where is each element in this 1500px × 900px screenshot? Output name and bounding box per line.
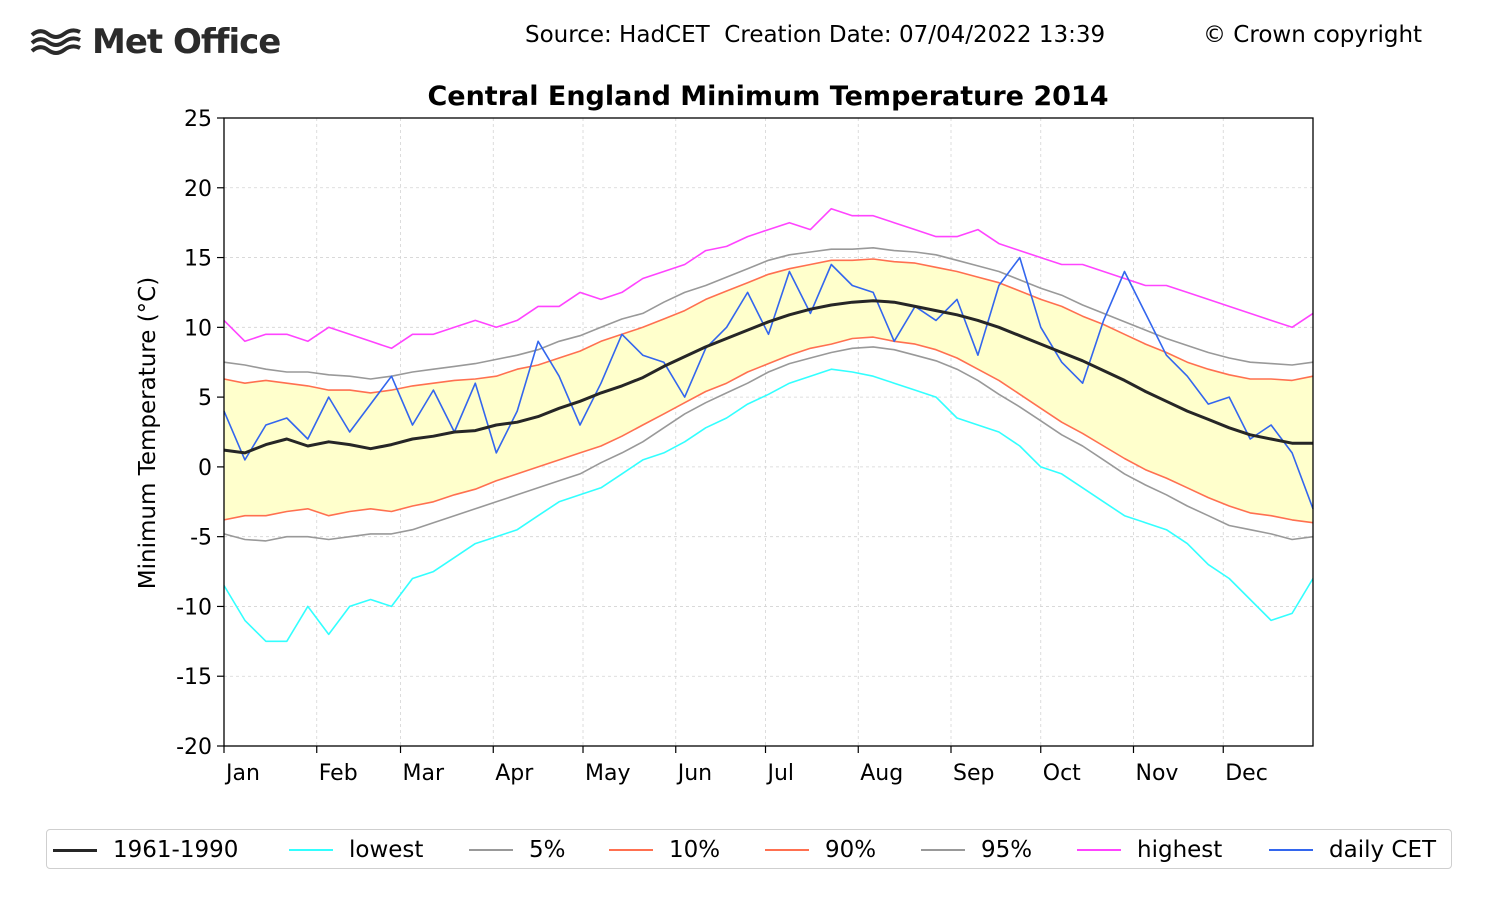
legend-swatch: [53, 848, 97, 852]
legend-item: 95%: [921, 830, 1032, 870]
x-tick-label: Aug: [860, 761, 903, 786]
y-tick-label: 10: [184, 316, 212, 341]
series-line-daily-cet: [223, 256, 1314, 510]
legend-label: 5%: [529, 837, 566, 863]
series-line-95-: [223, 247, 1314, 380]
chart-legend: 1961-1990 lowest 5% 10% 90% 95% highest daily C…: [46, 829, 1452, 869]
legend-swatch: [1269, 849, 1313, 851]
series-line-90-: [223, 258, 1314, 394]
series-line-5-: [223, 346, 1314, 542]
legend-swatch: [921, 849, 965, 851]
y-tick-label: 25: [184, 107, 212, 132]
y-tick-label: 20: [184, 177, 212, 202]
chart-axes: 25 20 15 10 5 0 -5 -10 -15 -20 Jan Feb Mar Apr May Jun J…: [176, 107, 1268, 786]
met-office-wave-icon: [30, 28, 81, 55]
x-tick-label: Dec: [1225, 761, 1268, 786]
legend-item: daily CET: [1269, 830, 1436, 870]
legend-item: 1961-1990: [53, 830, 238, 870]
brand-name: Met Office: [92, 22, 281, 62]
x-tick-label: Feb: [319, 761, 358, 786]
legend-swatch: [609, 849, 653, 851]
legend-item: lowest: [289, 830, 423, 870]
x-tick-label: Apr: [495, 761, 534, 786]
copyright-notice: © Crown copyright: [1203, 22, 1423, 48]
y-tick-label: -5: [190, 526, 212, 551]
x-tick-label: Jan: [224, 761, 260, 786]
legend-item: 10%: [609, 830, 720, 870]
legend-swatch: [1077, 849, 1121, 851]
legend-swatch: [765, 849, 809, 851]
series-lines: [223, 207, 1314, 643]
x-tick-label: Oct: [1043, 761, 1081, 786]
legend-label: 95%: [981, 837, 1033, 863]
y-tick-label: 0: [198, 456, 212, 481]
legend-item: 90%: [765, 830, 876, 870]
plot-frame: [223, 117, 1314, 747]
legend-label: 10%: [669, 837, 721, 863]
legend-swatch: [289, 849, 333, 851]
x-tick-label: Sep: [953, 761, 994, 786]
source-and-date: Source: HadCET Creation Date: 07/04/2022…: [525, 22, 1106, 48]
legend-item: highest: [1077, 830, 1222, 870]
y-tick-label: 5: [198, 386, 212, 411]
y-tick-label: -10: [176, 595, 212, 620]
x-tick-label: Jul: [766, 761, 795, 786]
legend-item: 5%: [469, 830, 566, 870]
legend-label: daily CET: [1329, 837, 1437, 863]
y-tick-label: 15: [184, 247, 212, 272]
series-line-lowest: [223, 368, 1314, 643]
y-tick-label: -15: [176, 665, 212, 690]
met-office-logo: Met Office: [30, 22, 281, 62]
legend-swatch: [469, 849, 513, 851]
y-axis-label: Minimum Temperature (°C): [135, 277, 161, 589]
temperature-chart: 25 20 15 10 5 0 -5 -10 -15 -20 Jan Feb Mar Apr May Jun J…: [135, 81, 1314, 786]
x-tick-label: Jun: [676, 761, 712, 786]
chart-title: Central England Minimum Temperature 2014: [427, 81, 1108, 112]
series-line-10-: [223, 336, 1314, 524]
legend-label: lowest: [349, 837, 424, 863]
series-line-1961-1990: [223, 299, 1313, 455]
legend-label: 1961-1990: [113, 837, 239, 863]
legend-label: 90%: [825, 837, 877, 863]
x-tick-label: Nov: [1135, 761, 1178, 786]
y-tick-label: -20: [176, 735, 212, 760]
legend-label: highest: [1137, 837, 1223, 863]
series-line-highest: [223, 207, 1314, 350]
x-tick-label: Mar: [403, 761, 445, 786]
x-tick-label: May: [585, 761, 630, 786]
